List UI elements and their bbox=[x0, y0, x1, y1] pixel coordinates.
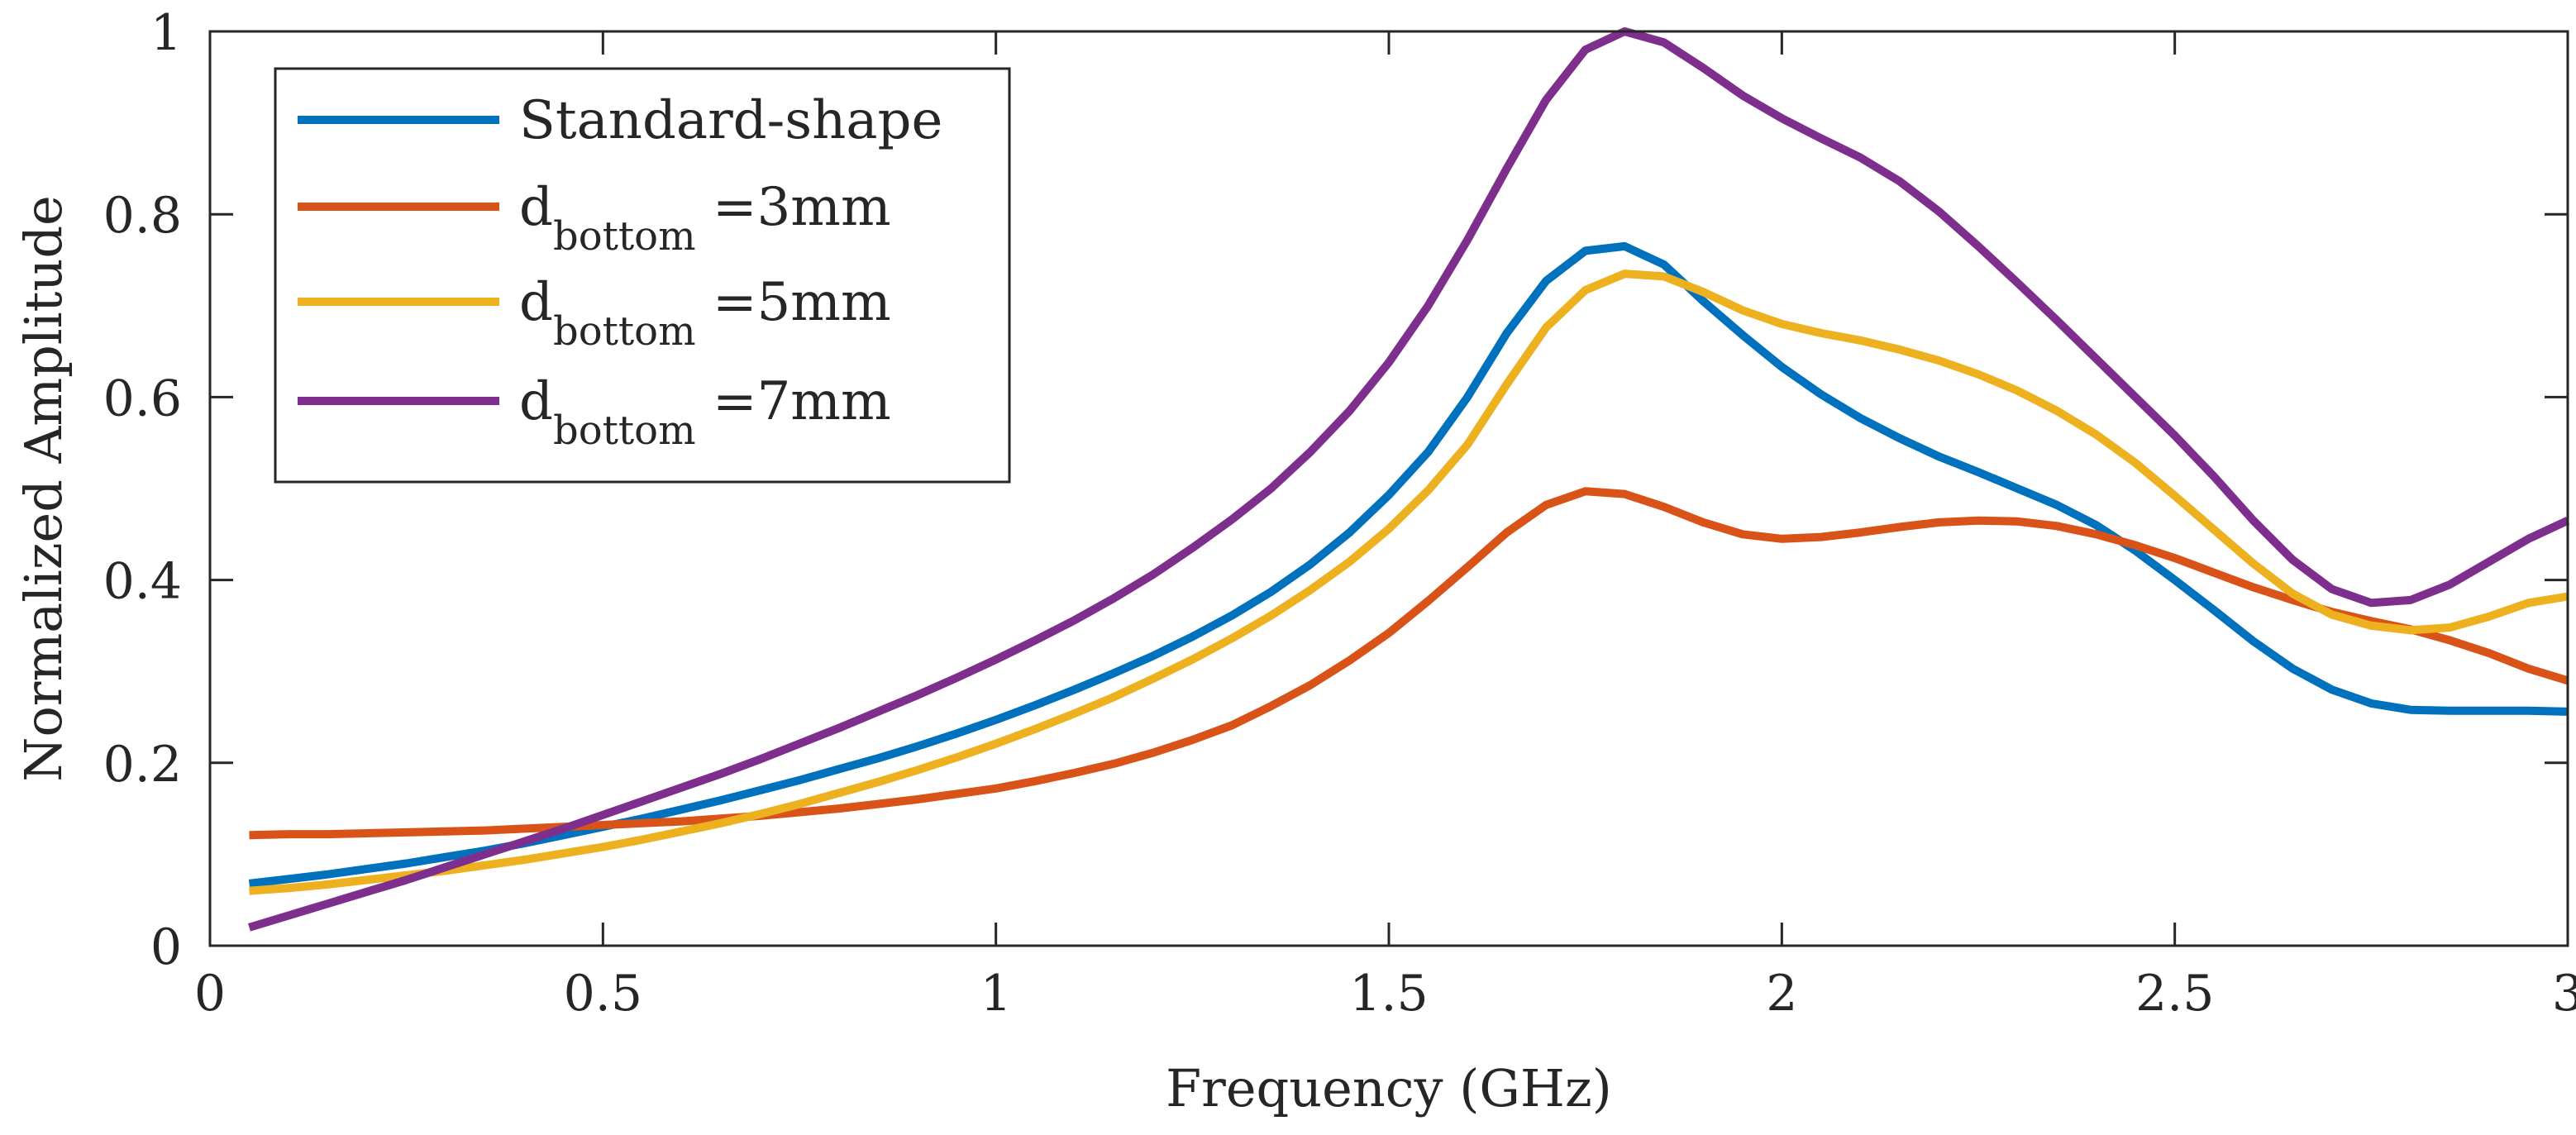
series-line-2 bbox=[249, 487, 2569, 840]
x-tick-label: 2 bbox=[1766, 965, 1797, 1023]
legend-label-2: dbottom =3mm bbox=[519, 177, 891, 260]
x-axis-label: Frequency (GHz) bbox=[1166, 1058, 1612, 1118]
legend-box bbox=[274, 67, 1011, 484]
series-line-4 bbox=[248, 27, 2570, 932]
y-tick-label: 0.6 bbox=[103, 370, 182, 427]
x-tick-label: 2.5 bbox=[2135, 965, 2214, 1023]
y-tick-label: 0.8 bbox=[103, 187, 182, 245]
y-tick-label: 1 bbox=[150, 4, 182, 62]
y-tick-label: 0 bbox=[150, 918, 182, 976]
x-tick-label: 3 bbox=[2552, 965, 2576, 1023]
x-tick-label: 0 bbox=[194, 965, 226, 1023]
x-tick-label: 1 bbox=[980, 965, 1012, 1023]
series-line-3 bbox=[249, 269, 2569, 895]
legend-label-3: dbottom =5mm bbox=[519, 272, 891, 355]
x-tick-label: 0.5 bbox=[564, 965, 642, 1023]
legend-label-1: Standard-shape bbox=[519, 90, 942, 151]
y-axis-label: Normalized Amplitude bbox=[13, 195, 74, 782]
legend-label-4: dbottom =7mm bbox=[519, 371, 891, 454]
y-tick-label: 0.4 bbox=[103, 553, 182, 611]
y-tick-label: 0.2 bbox=[103, 736, 182, 794]
plot-area-frame bbox=[208, 30, 2569, 947]
x-tick-label: 1.5 bbox=[1349, 965, 1428, 1023]
